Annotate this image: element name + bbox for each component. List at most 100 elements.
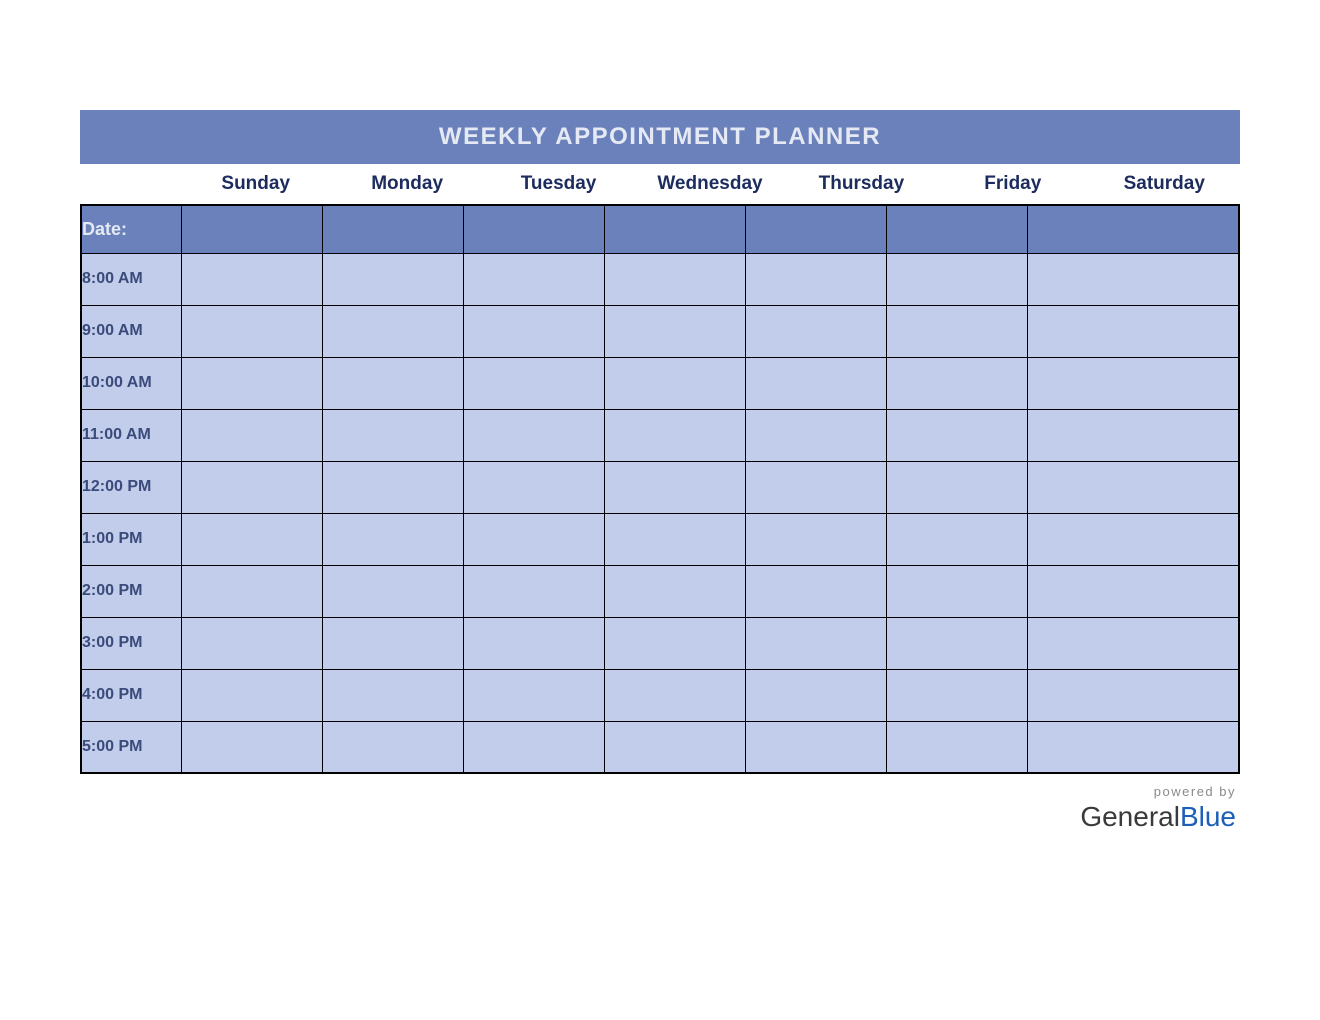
- cell-5-mon: [322, 513, 463, 565]
- time-label-4: 12:00 PM: [81, 461, 181, 513]
- day-header-sunday: Sunday: [180, 173, 331, 195]
- cell-9-sat: [1027, 721, 1239, 773]
- day-header-saturday: Saturday: [1089, 173, 1240, 195]
- cell-5-fri: [886, 513, 1027, 565]
- time-row-6: 2:00 PM: [81, 565, 1239, 617]
- planner-table: Date: 8:00 AM 9:00 AM: [80, 204, 1240, 774]
- time-label-2: 10:00 AM: [81, 357, 181, 409]
- cell-4-sun: [181, 461, 322, 513]
- time-label-0: 8:00 AM: [81, 253, 181, 305]
- date-cell-wed: [604, 205, 745, 253]
- cell-4-fri: [886, 461, 1027, 513]
- time-row-7: 3:00 PM: [81, 617, 1239, 669]
- cell-0-wed: [604, 253, 745, 305]
- cell-3-tue: [463, 409, 604, 461]
- time-label-1: 9:00 AM: [81, 305, 181, 357]
- cell-2-wed: [604, 357, 745, 409]
- date-row: Date:: [81, 205, 1239, 253]
- powered-by-text: powered by: [80, 784, 1236, 799]
- footer: powered by GeneralBlue: [80, 784, 1240, 833]
- time-row-5: 1:00 PM: [81, 513, 1239, 565]
- cell-1-thu: [745, 305, 886, 357]
- cell-2-mon: [322, 357, 463, 409]
- cell-0-sun: [181, 253, 322, 305]
- cell-0-sat: [1027, 253, 1239, 305]
- cell-0-thu: [745, 253, 886, 305]
- cell-5-wed: [604, 513, 745, 565]
- cell-1-fri: [886, 305, 1027, 357]
- cell-8-sat: [1027, 669, 1239, 721]
- cell-2-sat: [1027, 357, 1239, 409]
- cell-7-mon: [322, 617, 463, 669]
- time-row-8: 4:00 PM: [81, 669, 1239, 721]
- cell-8-tue: [463, 669, 604, 721]
- day-header-spacer: [80, 173, 180, 195]
- cell-2-thu: [745, 357, 886, 409]
- day-header-wednesday: Wednesday: [634, 173, 785, 195]
- date-cell-thu: [745, 205, 886, 253]
- cell-7-sun: [181, 617, 322, 669]
- cell-1-wed: [604, 305, 745, 357]
- date-cell-fri: [886, 205, 1027, 253]
- cell-9-sun: [181, 721, 322, 773]
- cell-6-sat: [1027, 565, 1239, 617]
- cell-6-sun: [181, 565, 322, 617]
- time-label-7: 3:00 PM: [81, 617, 181, 669]
- logo-blue: Blue: [1180, 801, 1236, 832]
- cell-8-thu: [745, 669, 886, 721]
- time-label-5: 1:00 PM: [81, 513, 181, 565]
- cell-6-mon: [322, 565, 463, 617]
- day-header-monday: Monday: [331, 173, 482, 195]
- time-row-4: 12:00 PM: [81, 461, 1239, 513]
- logo: GeneralBlue: [80, 801, 1236, 833]
- cell-4-wed: [604, 461, 745, 513]
- time-label-3: 11:00 AM: [81, 409, 181, 461]
- cell-4-thu: [745, 461, 886, 513]
- cell-6-tue: [463, 565, 604, 617]
- cell-7-tue: [463, 617, 604, 669]
- cell-0-fri: [886, 253, 1027, 305]
- cell-0-mon: [322, 253, 463, 305]
- time-row-9: 5:00 PM: [81, 721, 1239, 773]
- cell-1-sun: [181, 305, 322, 357]
- cell-7-sat: [1027, 617, 1239, 669]
- date-cell-mon: [322, 205, 463, 253]
- cell-9-tue: [463, 721, 604, 773]
- time-row-3: 11:00 AM: [81, 409, 1239, 461]
- day-header-thursday: Thursday: [786, 173, 937, 195]
- cell-8-mon: [322, 669, 463, 721]
- cell-3-sun: [181, 409, 322, 461]
- cell-9-wed: [604, 721, 745, 773]
- planner-container: WEEKLY APPOINTMENT PLANNER Sunday Monday…: [80, 110, 1240, 833]
- cell-6-wed: [604, 565, 745, 617]
- cell-6-fri: [886, 565, 1027, 617]
- time-row-1: 9:00 AM: [81, 305, 1239, 357]
- cell-5-thu: [745, 513, 886, 565]
- cell-9-fri: [886, 721, 1027, 773]
- date-cell-tue: [463, 205, 604, 253]
- time-row-0: 8:00 AM: [81, 253, 1239, 305]
- time-label-6: 2:00 PM: [81, 565, 181, 617]
- cell-1-tue: [463, 305, 604, 357]
- cell-2-fri: [886, 357, 1027, 409]
- cell-2-sun: [181, 357, 322, 409]
- cell-1-mon: [322, 305, 463, 357]
- cell-5-sat: [1027, 513, 1239, 565]
- cell-1-sat: [1027, 305, 1239, 357]
- day-header-friday: Friday: [937, 173, 1088, 195]
- cell-8-fri: [886, 669, 1027, 721]
- cell-5-tue: [463, 513, 604, 565]
- date-label: Date:: [81, 205, 181, 253]
- day-header-tuesday: Tuesday: [483, 173, 634, 195]
- time-label-9: 5:00 PM: [81, 721, 181, 773]
- cell-4-sat: [1027, 461, 1239, 513]
- cell-7-fri: [886, 617, 1027, 669]
- logo-general: General: [1080, 801, 1180, 832]
- cell-3-fri: [886, 409, 1027, 461]
- cell-4-tue: [463, 461, 604, 513]
- cell-8-sun: [181, 669, 322, 721]
- cell-3-sat: [1027, 409, 1239, 461]
- cell-7-thu: [745, 617, 886, 669]
- date-cell-sat: [1027, 205, 1239, 253]
- cell-2-tue: [463, 357, 604, 409]
